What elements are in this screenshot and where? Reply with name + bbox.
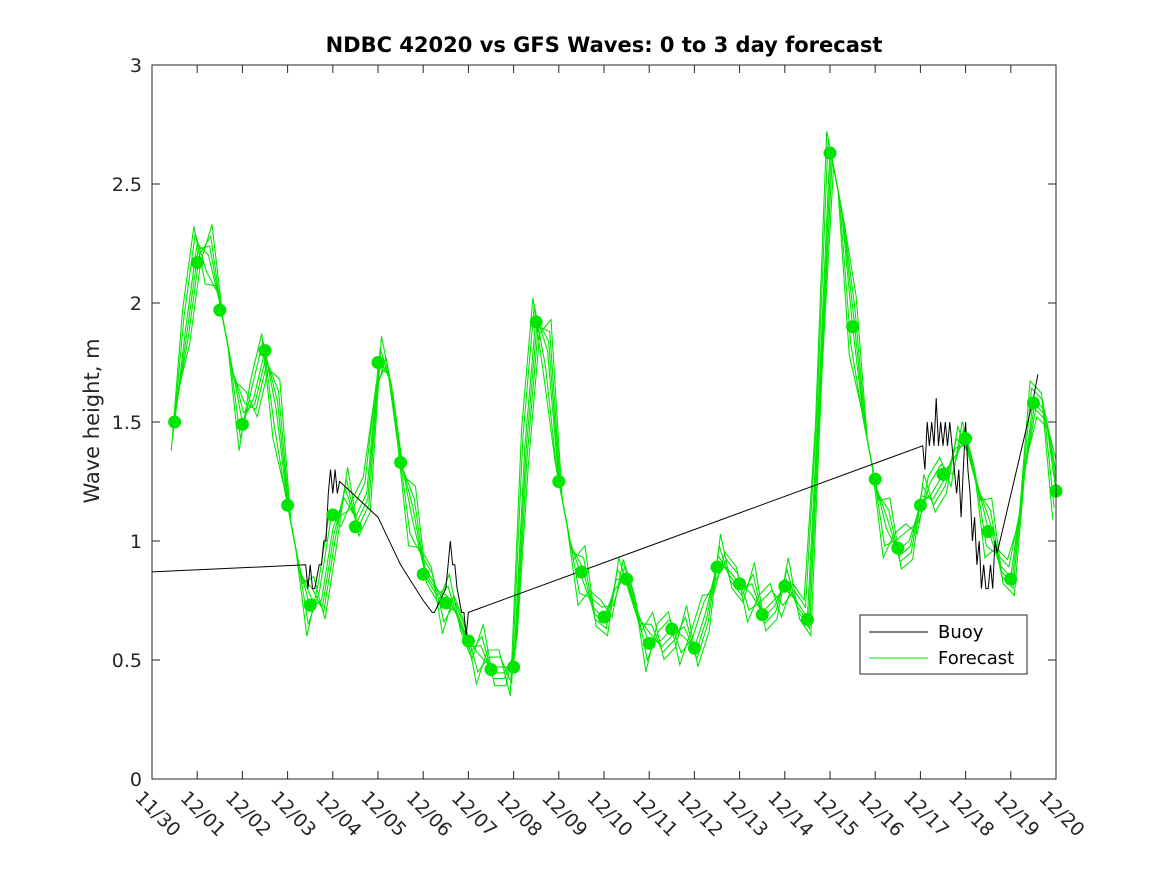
- forecast-marker: [326, 508, 340, 522]
- x-tick-label: 12/12: [673, 787, 727, 841]
- x-tick-label: 12/06: [402, 787, 456, 841]
- x-tick-label: 12/15: [808, 787, 862, 841]
- forecast-marker: [507, 660, 521, 674]
- forecast-marker: [733, 577, 747, 591]
- x-tick-label: 12/11: [628, 787, 682, 841]
- forecast-marker: [959, 432, 973, 446]
- x-tick-label: 12/17: [899, 787, 953, 841]
- forecast-marker: [823, 146, 837, 160]
- x-tick-label: 12/04: [311, 787, 365, 841]
- y-tick-label: 3: [130, 55, 142, 77]
- x-tick-label: 12/07: [447, 787, 501, 841]
- forecast-marker: [642, 636, 656, 650]
- x-tick-label: 12/19: [989, 787, 1043, 841]
- forecast-marker: [800, 613, 814, 627]
- chart-title: NDBC 42020 vs GFS Waves: 0 to 3 day fore…: [326, 33, 883, 57]
- forecast-marker: [665, 622, 679, 636]
- x-tick-label: 12/05: [356, 787, 410, 841]
- x-tick-label: 12/03: [266, 787, 320, 841]
- x-tick-label: 12/14: [763, 787, 817, 841]
- x-tick-label: 12/01: [176, 787, 230, 841]
- forecast-marker: [461, 634, 475, 648]
- forecast-line: [174, 148, 1057, 668]
- forecast-markers: [168, 146, 1063, 677]
- forecast-marker: [710, 560, 724, 574]
- y-axis-label: Wave height, m: [80, 338, 104, 503]
- forecast-run-line: [170, 131, 1054, 696]
- forecast-marker: [778, 579, 792, 593]
- legend-forecast-label: Forecast: [938, 648, 1014, 669]
- forecast-marker: [574, 565, 588, 579]
- x-tick-label: 12/10: [582, 787, 636, 841]
- y-tick-label: 0: [130, 769, 142, 791]
- forecast-marker: [620, 572, 634, 586]
- x-tick-label: 12/20: [1034, 787, 1088, 841]
- forecast-marker: [868, 472, 882, 486]
- forecast-marker: [1026, 396, 1040, 410]
- y-tick-label: 2: [130, 293, 142, 315]
- forecast-run-line: [172, 138, 1055, 685]
- x-tick-label: 12/08: [492, 787, 546, 841]
- forecast-marker: [846, 320, 860, 334]
- legend: Buoy Forecast: [859, 614, 1028, 675]
- forecast-marker: [235, 417, 249, 431]
- y-tick-label: 1.5: [112, 412, 142, 434]
- buoy-series: [151, 374, 1039, 637]
- forecast-marker: [755, 608, 769, 622]
- forecast-marker: [529, 315, 543, 329]
- forecast-marker: [190, 256, 204, 270]
- buoy-line: [151, 374, 1039, 637]
- forecast-marker: [597, 610, 611, 624]
- forecast-marker: [439, 596, 453, 610]
- forecast-marker: [687, 641, 701, 655]
- forecast-marker: [416, 567, 430, 581]
- y-tick-label: 2.5: [112, 174, 142, 196]
- forecast-marker: [552, 475, 566, 488]
- y-axis-ticks: 0 0.5 1 1.5 2 2.5 3: [112, 55, 1056, 791]
- forecast-marker: [394, 455, 408, 469]
- x-tick-label: 12/16: [854, 787, 908, 841]
- forecast-marker: [303, 598, 317, 612]
- forecast-marker: [891, 541, 905, 555]
- forecast-marker: [484, 663, 498, 677]
- forecast-marker: [258, 344, 272, 358]
- forecast-marker: [348, 520, 362, 534]
- legend-buoy-label: Buoy: [938, 622, 984, 643]
- forecast-run-line: [175, 153, 1057, 674]
- forecast-marker: [1004, 572, 1018, 586]
- y-tick-label: 1: [130, 531, 142, 553]
- forecast-marker: [168, 415, 182, 429]
- forecast-marker: [281, 498, 295, 512]
- x-tick-label: 12/18: [944, 787, 998, 841]
- forecast-marker: [371, 356, 385, 369]
- forecast-marker: [981, 524, 995, 538]
- x-tick-label: 12/09: [537, 787, 591, 841]
- x-tick-label: 12/13: [718, 787, 772, 841]
- forecast-marker: [913, 498, 927, 512]
- y-tick-label: 0.5: [112, 650, 142, 672]
- forecast-marker: [936, 467, 950, 481]
- x-tick-label: 11/30: [130, 787, 184, 841]
- x-tick-label: 12/02: [221, 787, 275, 841]
- legend-box: [859, 614, 1028, 675]
- forecast-marker: [213, 303, 227, 317]
